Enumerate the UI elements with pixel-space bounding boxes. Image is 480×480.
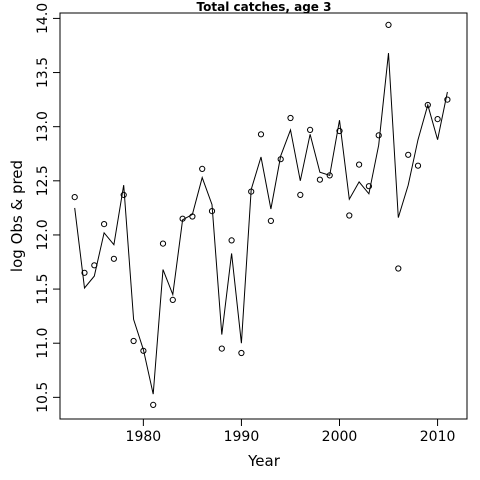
x-tick-label: 2000 bbox=[322, 429, 358, 445]
observed-point bbox=[169, 296, 176, 303]
observed-point bbox=[316, 176, 323, 183]
observed-point bbox=[395, 265, 402, 272]
observed-point bbox=[356, 161, 363, 168]
observed-point bbox=[208, 208, 216, 215]
x-tick-label: 1990 bbox=[224, 429, 260, 445]
observed-point bbox=[101, 221, 108, 228]
observed-point bbox=[199, 165, 206, 172]
y-tick-label: 12.0 bbox=[35, 219, 51, 250]
x-axis: 1980 1990 2000 2010 bbox=[126, 418, 456, 445]
y-tick-label: 11.5 bbox=[35, 273, 51, 304]
observed-point bbox=[307, 126, 314, 133]
observed-point bbox=[238, 349, 245, 357]
observed-point bbox=[81, 269, 88, 276]
observed-point bbox=[150, 401, 157, 408]
observed-point bbox=[91, 262, 98, 269]
observed-point bbox=[365, 183, 372, 190]
observed-point bbox=[71, 194, 78, 201]
observed-point bbox=[287, 114, 294, 122]
observed-series bbox=[71, 21, 451, 408]
observed-point bbox=[140, 347, 147, 354]
observed-point bbox=[110, 255, 118, 262]
observed-point bbox=[385, 21, 392, 28]
y-axis: 10.5 11.0 11.5 12.0 12.5 13.0 13.5 14.0 bbox=[35, 3, 61, 413]
y-axis-label: log Obs & pred bbox=[8, 160, 26, 272]
observed-point bbox=[405, 151, 412, 158]
observed-point bbox=[179, 215, 186, 222]
x-tick-label: 1980 bbox=[126, 429, 162, 445]
plot-frame bbox=[59, 12, 468, 420]
observed-point bbox=[159, 240, 167, 247]
y-tick-label: 12.5 bbox=[35, 165, 51, 196]
observed-point bbox=[375, 132, 382, 139]
x-axis-label: Year bbox=[247, 452, 281, 470]
observed-point bbox=[120, 191, 127, 198]
observed-point bbox=[326, 172, 333, 179]
observed-point bbox=[444, 96, 451, 103]
observed-point bbox=[267, 217, 274, 224]
observed-point bbox=[130, 337, 137, 345]
observed-point bbox=[414, 162, 422, 169]
predicted-line bbox=[74, 53, 448, 395]
x-tick-label: 2010 bbox=[420, 429, 456, 445]
observed-point bbox=[336, 127, 343, 135]
observed-point bbox=[189, 213, 196, 220]
observed-point bbox=[424, 101, 431, 109]
y-tick-label: 11.0 bbox=[35, 328, 51, 359]
y-tick-label: 13.0 bbox=[35, 111, 51, 142]
observed-point bbox=[434, 116, 441, 123]
y-tick-label: 10.5 bbox=[35, 382, 51, 413]
observed-point bbox=[297, 191, 304, 198]
observed-point bbox=[218, 345, 225, 352]
chart-title: Total catches, age 3 bbox=[197, 0, 332, 14]
observed-point bbox=[277, 156, 284, 163]
observed-point bbox=[346, 212, 353, 219]
observed-point bbox=[248, 188, 255, 195]
observed-point bbox=[228, 237, 235, 244]
predicted-series bbox=[74, 53, 448, 395]
y-tick-label: 14.0 bbox=[35, 3, 51, 34]
observed-point bbox=[257, 131, 265, 138]
y-tick-label: 13.5 bbox=[35, 57, 51, 88]
